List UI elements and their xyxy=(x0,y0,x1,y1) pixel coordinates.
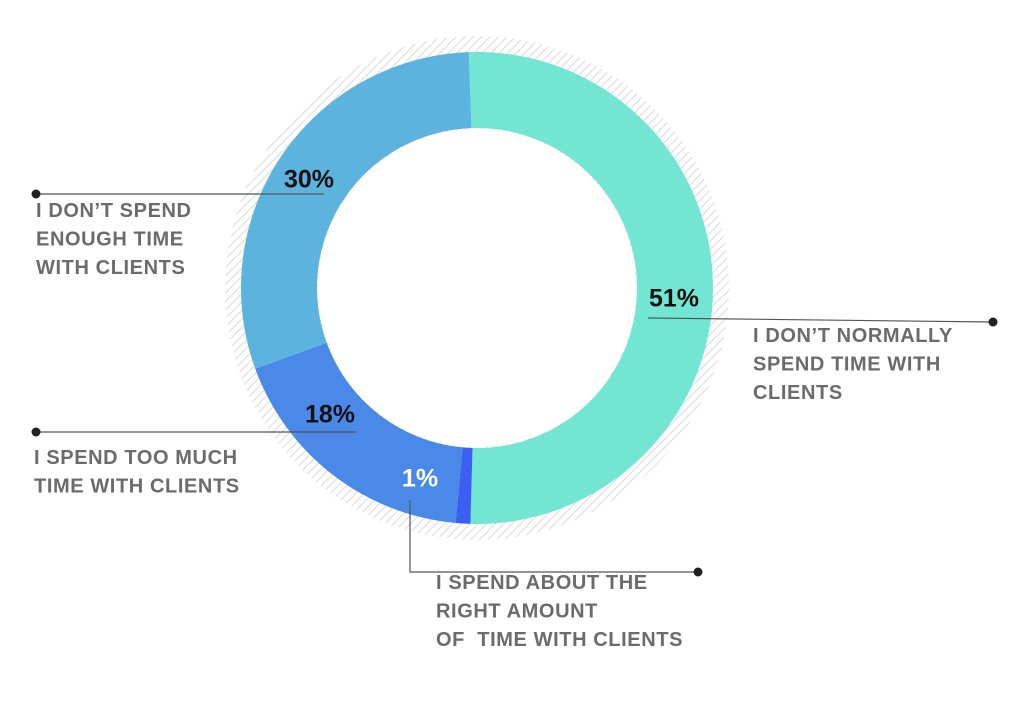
category-label: I DON’T NORMALLY SPEND TIME WITH CLIENTS xyxy=(753,325,953,404)
pie-slice xyxy=(255,342,463,524)
category-label-line: I SPEND TOO MUCH xyxy=(34,447,238,469)
leader-dot xyxy=(988,317,998,327)
data-label: 51% xyxy=(649,285,699,313)
data-label: 30% xyxy=(284,166,334,194)
category-label-line: I DON’T SPEND xyxy=(36,200,192,222)
category-label-line: I SPEND ABOUT THE xyxy=(436,572,648,594)
category-label: I SPEND ABOUT THE RIGHT AMOUNT OF TIME WIT… xyxy=(436,572,683,651)
data-label: 1% xyxy=(402,465,438,493)
leader-dot xyxy=(31,189,41,199)
category-label-line: OF TIME WITH CLIENTS xyxy=(436,629,683,651)
donut-hole xyxy=(318,129,636,447)
category-label-line: I DON’T NORMALLY xyxy=(753,325,953,347)
category-label-line: TIME WITH CLIENTS xyxy=(34,476,240,498)
pie-slice xyxy=(241,52,472,369)
category-label: I SPEND TOO MUCH TIME WITH CLIENTS xyxy=(34,447,240,498)
pie-slice xyxy=(455,447,473,524)
category-label-line: RIGHT AMOUNT xyxy=(436,601,598,623)
pie-slice xyxy=(468,51,714,525)
data-label: 18% xyxy=(305,401,355,429)
category-label-line: ENOUGH TIME xyxy=(36,229,184,251)
leader-dot xyxy=(693,567,703,577)
leader-line xyxy=(647,317,994,323)
leader-dot xyxy=(31,427,41,437)
category-label-line: WITH CLIENTS xyxy=(36,257,185,279)
category-label: I DON’T SPEND ENOUGH TIME WITH CLIENTS xyxy=(36,200,192,279)
leader-line xyxy=(409,500,698,573)
category-label-line: CLIENTS xyxy=(753,382,843,404)
category-label-line: SPEND TIME WITH xyxy=(753,354,941,376)
